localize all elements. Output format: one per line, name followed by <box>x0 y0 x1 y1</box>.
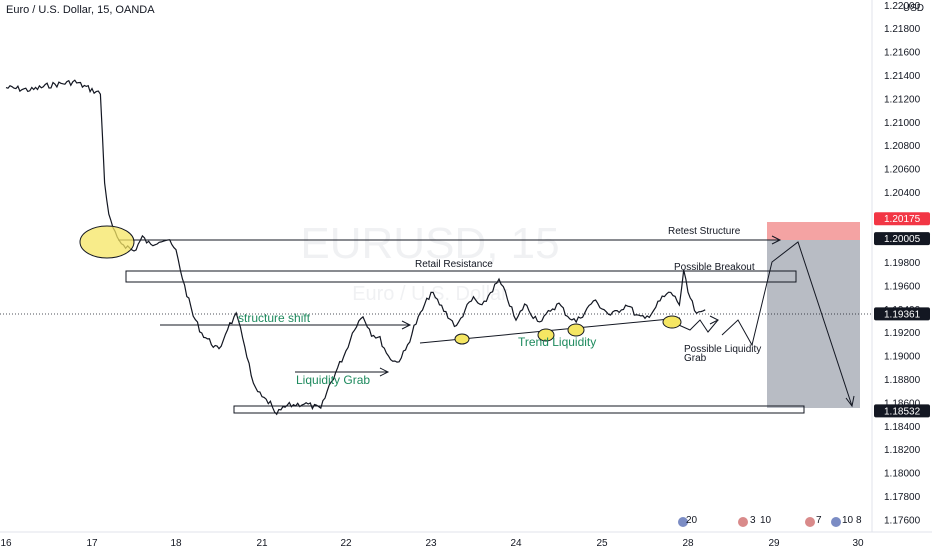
price-tag-label: 1.19361 <box>884 309 921 320</box>
sell-zone-target <box>767 240 860 408</box>
price-tag-label: 1.18532 <box>884 406 921 417</box>
currency-label: USD <box>902 3 924 14</box>
highlight-ellipse-trend-4 <box>662 315 682 329</box>
highlight-ellipse-trend-2 <box>537 328 555 342</box>
price-tag: 1.20005 <box>874 232 930 246</box>
y-tick-label: 1.17800 <box>884 492 921 503</box>
y-tick-label: 1.18000 <box>884 469 921 480</box>
price-tags: 1.20175 1.20005 1.19361 1.18532 <box>874 212 930 418</box>
x-tick-label: 23 <box>425 538 437 549</box>
y-tick-label: 1.21200 <box>884 94 921 105</box>
x-tick-label: 25 <box>596 538 608 549</box>
y-tick-label: 1.18800 <box>884 375 921 386</box>
y-tick-label: 1.21600 <box>884 48 921 59</box>
event-marker-icon[interactable] <box>831 517 841 527</box>
y-tick-label: 1.19800 <box>884 258 921 269</box>
symbol-title: Euro / U.S. Dollar, 15, OANDA <box>6 4 155 16</box>
x-tick-label: 29 <box>768 538 780 549</box>
label-possible-liquidity-grab-line1: Possible Liquidity <box>684 344 761 355</box>
x-tick-label: 16 <box>0 538 12 549</box>
label-liquidity-grab: Liquidity Grab <box>296 373 370 387</box>
y-tick-label: 1.17600 <box>884 515 921 526</box>
y-tick-label: 1.18600 <box>884 398 921 409</box>
label-possible-breakout: Possible Breakout <box>674 262 755 273</box>
x-tick-label: 22 <box>340 538 352 549</box>
label-structure-shift: structure shift <box>238 311 311 325</box>
time-axis[interactable]: 16 17 18 21 22 23 24 25 28 29 30 <box>0 538 864 549</box>
x-tick-label: 28 <box>682 538 694 549</box>
event-marker-label: 8 <box>856 515 862 526</box>
sell-zone-stop <box>767 222 860 240</box>
price-tag-label: 1.20005 <box>884 234 921 245</box>
watermark-symbol: EURUSD, 15 <box>300 219 559 268</box>
price-axis[interactable]: 1.22000 1.21800 1.21600 1.21400 1.21200 1.210… <box>884 1 921 526</box>
x-tick-label: 18 <box>170 538 182 549</box>
price-tag-bg <box>874 232 930 246</box>
x-tick-label: 17 <box>86 538 98 549</box>
x-tick-label: 21 <box>256 538 268 549</box>
price-tag-bg <box>874 307 930 321</box>
event-marker-label: 10 <box>842 515 854 526</box>
annotations <box>118 235 855 414</box>
price-tag-bg <box>874 212 930 226</box>
price-tag: 1.20175 <box>874 212 930 226</box>
price-tag-bg <box>874 404 930 418</box>
highlight-ellipse-retest <box>79 225 135 259</box>
y-tick-label: 1.22000 <box>884 1 921 12</box>
y-tick-label: 1.21400 <box>884 71 921 82</box>
label-possible-liquidity-grab-line2: Grab <box>684 353 707 364</box>
label-trend-liquidity: Trend Liquidity <box>518 335 596 349</box>
event-marker-label: 7 <box>816 515 822 526</box>
y-tick-label: 1.19200 <box>884 328 921 339</box>
price-tag: 1.18532 <box>874 404 930 418</box>
price-tag-label: 1.20175 <box>884 214 921 225</box>
x-tick-label: 30 <box>852 538 864 549</box>
y-tick-label: 1.18200 <box>884 445 921 456</box>
y-tick-label: 1.21800 <box>884 24 921 35</box>
event-marker-icon[interactable] <box>738 517 748 527</box>
y-tick-label: 1.20400 <box>884 188 921 199</box>
label-retail-resistance: Retail Resistance <box>415 259 493 270</box>
price-tag: 1.19361 <box>874 307 930 321</box>
event-marker-label: 20 <box>686 515 698 526</box>
event-markers[interactable]: 20 3 10 7 10 8 <box>678 515 862 527</box>
highlight-ellipse-trend-1 <box>454 333 470 345</box>
label-retest-structure: Retest Structure <box>668 226 741 237</box>
event-marker-label: 3 <box>750 515 756 526</box>
y-tick-label: 1.21000 <box>884 118 921 129</box>
highlight-ellipse-trend-3 <box>567 323 585 337</box>
y-tick-label: 1.20600 <box>884 165 921 176</box>
event-marker-icon[interactable] <box>678 517 688 527</box>
event-marker-icon[interactable] <box>805 517 815 527</box>
x-tick-label: 24 <box>510 538 522 549</box>
y-tick-label: 1.19600 <box>884 281 921 292</box>
y-tick-label: 1.18400 <box>884 422 921 433</box>
event-marker-label: 10 <box>760 515 772 526</box>
y-tick-label: 1.20800 <box>884 141 921 152</box>
y-tick-label: 1.19000 <box>884 352 921 363</box>
